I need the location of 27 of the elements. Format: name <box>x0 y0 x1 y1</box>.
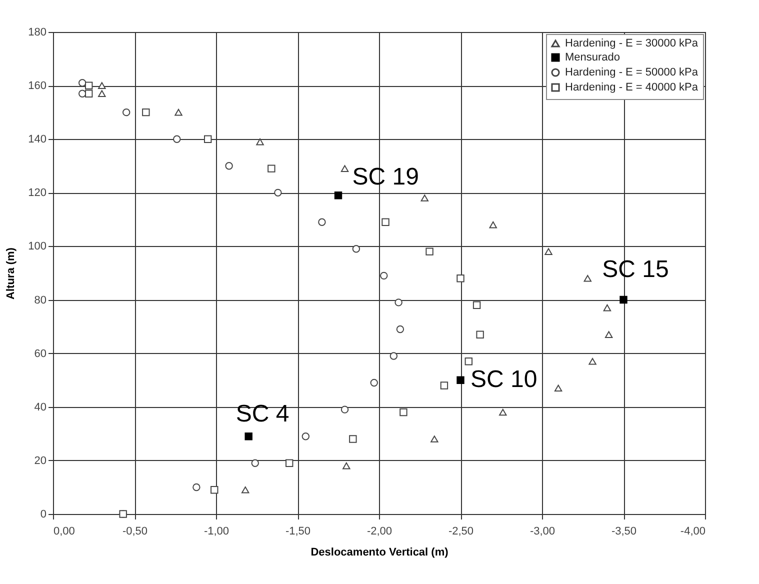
legend-label: Hardening - E = 30000 kPa <box>565 38 699 50</box>
y-tick-label: 120 <box>28 187 46 200</box>
y-tick-label: 100 <box>28 240 46 253</box>
x-tick-label: 0,00 <box>54 526 75 538</box>
y-tick-label: 60 <box>34 348 46 360</box>
legend-label: Mensurado <box>565 52 620 64</box>
x-tick-label: -3,00 <box>530 526 556 538</box>
y-tick-label: 20 <box>34 454 46 467</box>
annotation: SC 4 <box>236 400 290 428</box>
annotation: SC 10 <box>470 366 538 394</box>
y-tick-label: 80 <box>34 294 46 306</box>
y-tick-label: 0 <box>40 508 46 520</box>
x-tick-label: -3,50 <box>611 526 637 538</box>
x-tick-label: -4,00 <box>680 526 706 538</box>
y-tick-label: 180 <box>28 26 46 38</box>
legend-label: Hardening - E = 40000 kPa <box>565 82 699 94</box>
x-axis-title: Deslocamento Vertical (m) <box>310 546 449 558</box>
x-tick-label: -0,50 <box>122 526 148 538</box>
x-tick-label: -1,00 <box>204 526 230 538</box>
legend-label: Hardening - E = 50000 kPa <box>565 66 699 78</box>
y-axis-title: Altura (m) <box>5 247 18 300</box>
y-tick-label: 140 <box>28 134 46 146</box>
x-tick-label: -1,50 <box>285 526 311 538</box>
y-tick-label: 40 <box>34 401 46 414</box>
x-tick-label: -2,50 <box>448 526 474 538</box>
x-tick-label: -2,00 <box>366 526 392 538</box>
y-tick-label: 160 <box>28 80 46 92</box>
